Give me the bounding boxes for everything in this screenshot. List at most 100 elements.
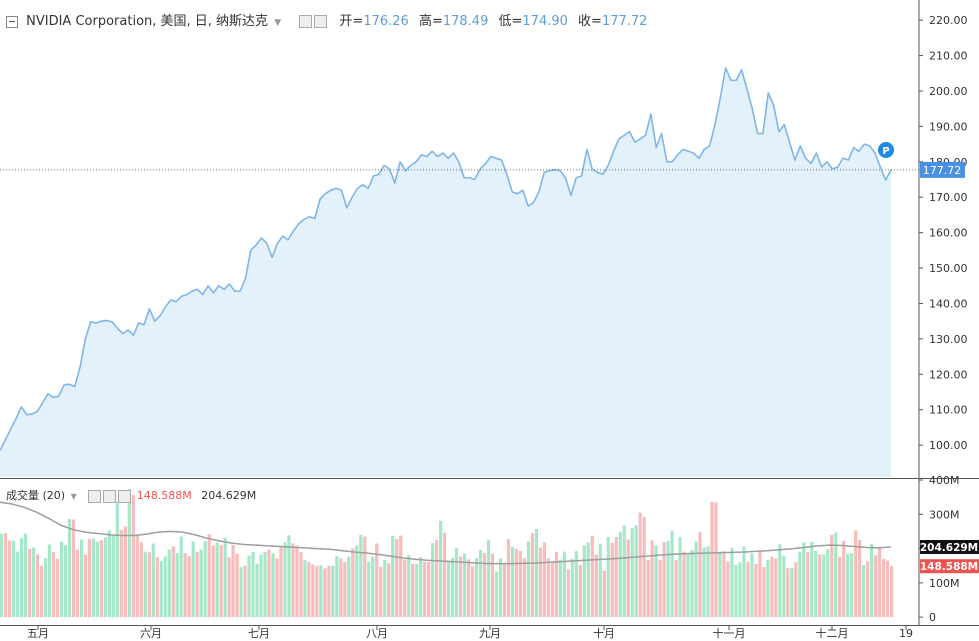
close-label: 收= (578, 14, 602, 29)
volume-bar (39, 565, 44, 618)
volume-bar (550, 562, 554, 618)
volume-bar (830, 534, 834, 618)
volume-bar (734, 565, 738, 618)
volume-bar (415, 564, 419, 618)
volume-bar (103, 537, 107, 618)
volume-bar (291, 543, 295, 618)
open-value: 176.26 (363, 14, 409, 29)
volume-bar (287, 535, 291, 618)
p-marker-label: P (882, 146, 889, 157)
volume-bar (15, 551, 20, 618)
volume-bar (163, 556, 167, 618)
volume-bar (355, 545, 359, 618)
volume-bar (822, 554, 826, 618)
volume-bar (19, 538, 24, 618)
volume-tick-label: 400M (929, 474, 960, 487)
volume-bar (323, 568, 327, 618)
volume-bar (854, 530, 858, 618)
ma-volume-value: 204.629M (201, 489, 257, 502)
volume-bar (510, 546, 515, 618)
settings-icon[interactable] (88, 489, 102, 503)
volume-bar (786, 568, 790, 618)
volume-bar (586, 542, 590, 618)
volume-bar (726, 561, 730, 618)
volume-bar (27, 548, 32, 618)
volume-bar (798, 551, 802, 618)
volume-bar (542, 542, 546, 618)
volume-bar (862, 565, 866, 618)
volume-bar (650, 540, 654, 618)
price-tick-label: 190.00 (929, 120, 968, 133)
volume-bar (335, 556, 339, 618)
volume-bar (379, 566, 383, 618)
volume-bar (646, 559, 650, 618)
volume-bar (11, 540, 16, 618)
price-tick-label: 100.00 (929, 439, 968, 452)
volume-bar (123, 526, 127, 618)
price-tick-label: 130.00 (929, 333, 968, 346)
volume-bar (614, 536, 618, 618)
volume-bar (778, 544, 782, 618)
volume-bar (534, 529, 538, 618)
volume-bar (259, 554, 263, 618)
volume-bar (594, 554, 598, 618)
volume-bar (526, 541, 531, 618)
volume-bar (443, 532, 447, 618)
volume-bar (570, 558, 574, 618)
volume-bar (139, 542, 143, 618)
volume-bar (183, 553, 187, 618)
gear-icon[interactable] (103, 489, 117, 503)
volume-bar (403, 559, 407, 618)
volume-ma-line (0, 501, 892, 565)
volume-bar (423, 561, 427, 618)
close-icon[interactable] (118, 489, 132, 503)
ma-volume-badge (920, 539, 979, 554)
badges: 177.72 P 204.629M 148.588M (878, 142, 979, 574)
volume-bar (766, 559, 770, 618)
collapse-icon[interactable] (6, 15, 18, 28)
time-tick-label: 19 (899, 627, 913, 640)
last-volume-value: 148.588M (136, 489, 192, 502)
gear-icon[interactable] (314, 15, 328, 28)
volume-bar (339, 558, 343, 618)
p-marker-icon[interactable] (878, 142, 894, 158)
volume-bar (243, 565, 247, 618)
volume-bar (151, 543, 155, 618)
volume-bar (191, 541, 195, 618)
volume-bar (858, 540, 862, 618)
volume-bar (834, 532, 838, 618)
volume-bar (255, 564, 259, 618)
volume-bar (79, 539, 84, 618)
volume-bar (618, 531, 622, 618)
volume-bar (315, 566, 319, 618)
volume-bar (558, 559, 562, 618)
volume-bar (634, 525, 638, 618)
low-value: 174.90 (522, 14, 568, 29)
volume-bar (698, 531, 702, 618)
volume-bar (383, 559, 387, 618)
volume-bar (75, 549, 80, 618)
volume-bar (478, 549, 483, 618)
chevron-down-icon[interactable]: ▼ (70, 492, 77, 501)
volume-bar (638, 512, 642, 618)
volume-bar (143, 551, 147, 618)
volume-bar (387, 563, 391, 618)
volume-bar (814, 550, 818, 618)
volume-bar (351, 548, 355, 618)
volume-bar (219, 545, 223, 618)
chevron-down-icon[interactable]: ▼ (274, 18, 282, 28)
volume-bar (682, 551, 686, 618)
volume-bar (690, 549, 694, 618)
volume-bar (850, 553, 854, 618)
settings-icon[interactable] (299, 15, 313, 28)
volume-bar (227, 557, 231, 618)
time-tick-label: 十一月 (713, 626, 746, 640)
symbol-title[interactable]: NVIDIA Corporation, 美国, 日, 纳斯达克 (26, 14, 269, 29)
time-tick-label: 六月 (140, 627, 162, 640)
volume-bar (411, 564, 415, 618)
volume-bar (99, 540, 103, 618)
volume-bar (67, 519, 72, 618)
volume-title[interactable]: 成交量 (20) (6, 489, 66, 502)
volume-bar (546, 558, 550, 618)
volume-bar (199, 549, 203, 618)
